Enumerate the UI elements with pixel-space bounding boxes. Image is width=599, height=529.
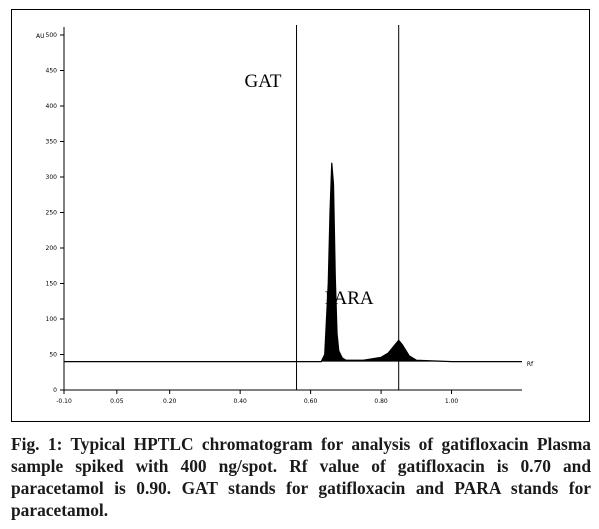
- x-tick-label: -0.10: [56, 398, 72, 405]
- x-tick-label: 0.05: [110, 398, 124, 405]
- chromatogram-trace: [64, 162, 522, 363]
- x-tick-label: 1.00: [445, 398, 459, 405]
- chart-frame: [11, 9, 590, 422]
- y-tick-label: 200: [46, 245, 58, 252]
- y-axis-label: AU: [36, 33, 45, 40]
- y-tick-label: 50: [49, 352, 57, 359]
- y-tick-label: 300: [46, 174, 58, 181]
- y-tick-label: 350: [46, 139, 58, 146]
- x-tick-label: 0.80: [374, 398, 388, 405]
- peak-label-gat: GAT: [245, 71, 282, 92]
- peak-label-para: PARA: [325, 288, 374, 309]
- peak-fill: [64, 162, 522, 362]
- y-tick-label: 0: [53, 387, 57, 394]
- x-axis-label: Rf: [527, 361, 534, 368]
- x-tick-label: 0.20: [163, 398, 177, 405]
- y-tick-label: 100: [46, 316, 58, 323]
- figure-caption: Fig. 1: Typical HPTLC chromatogram for a…: [11, 434, 591, 520]
- y-tick-label: 150: [46, 281, 58, 288]
- y-tick-label: 400: [46, 103, 58, 110]
- y-tick-label: 500: [46, 32, 58, 39]
- x-tick-label: 0.60: [304, 398, 318, 405]
- y-tick-label: 450: [46, 68, 58, 75]
- y-tick-label: 250: [46, 210, 58, 217]
- x-tick-label: 0.40: [233, 398, 247, 405]
